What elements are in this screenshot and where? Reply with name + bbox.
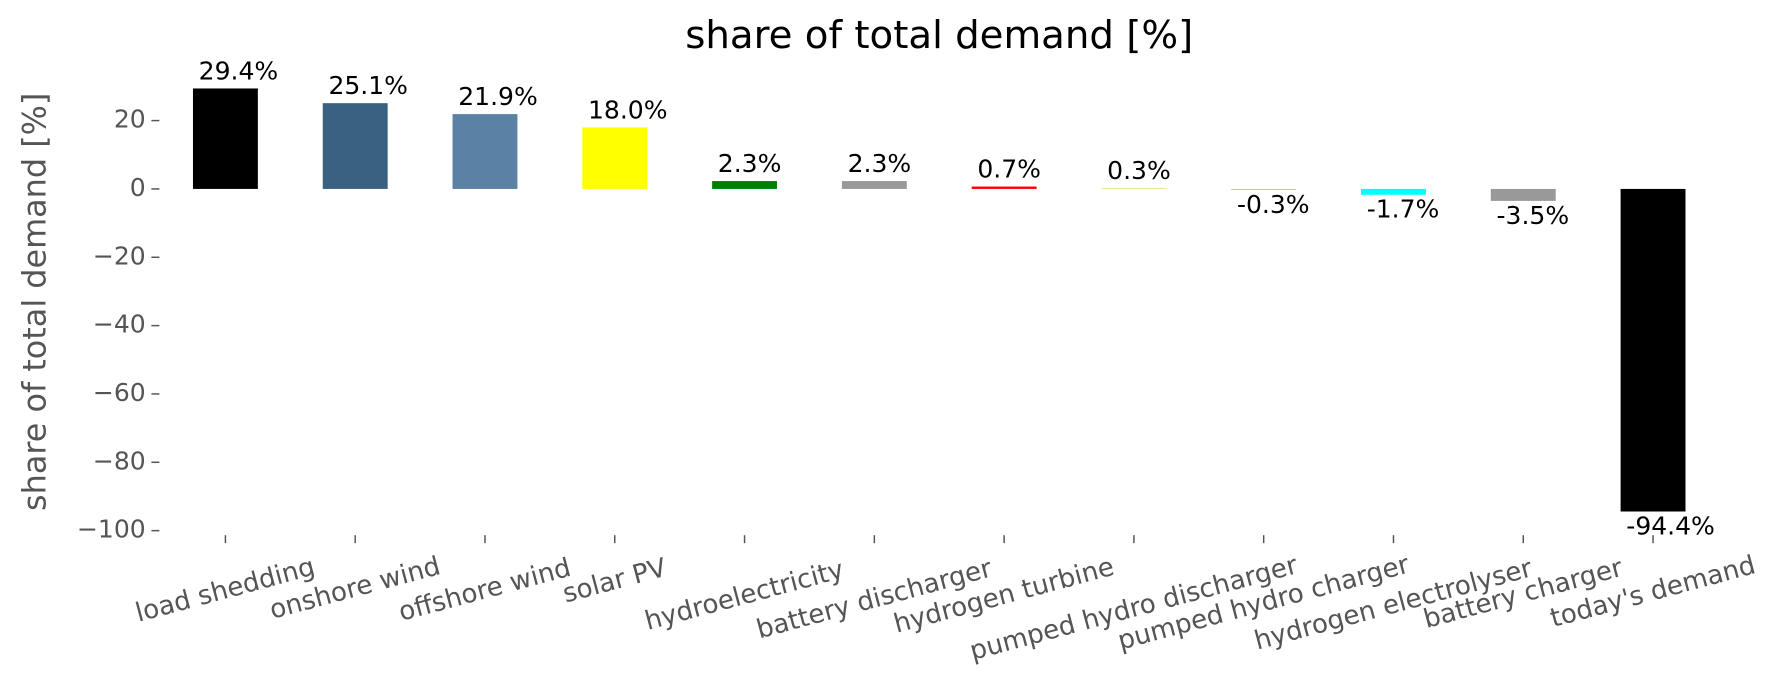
y-tick-label: −40 bbox=[93, 310, 146, 339]
bar bbox=[1361, 188, 1426, 195]
value-label: 29.4% bbox=[199, 57, 279, 86]
x-tick-label: solar PV bbox=[560, 553, 670, 609]
value-label: 21.9% bbox=[458, 82, 538, 111]
bar bbox=[322, 103, 388, 189]
y-tick-label: −60 bbox=[93, 378, 146, 407]
bar bbox=[841, 181, 907, 189]
value-label: 25.1% bbox=[328, 71, 408, 100]
y-tick-label: −80 bbox=[93, 446, 146, 475]
y-tick-label: −20 bbox=[93, 241, 146, 270]
y-tick-label: 0 bbox=[130, 173, 146, 202]
value-label: 0.3% bbox=[1107, 156, 1171, 185]
y-tick-label: 20 bbox=[114, 105, 146, 134]
y-axis-label: share of total demand [%] bbox=[15, 93, 53, 511]
bar bbox=[1231, 188, 1297, 190]
value-label: -0.3% bbox=[1237, 190, 1310, 219]
bar bbox=[1490, 188, 1556, 201]
bar bbox=[582, 127, 648, 189]
bar bbox=[1101, 187, 1167, 189]
value-label: -1.7% bbox=[1367, 195, 1440, 224]
value-label: 0.7% bbox=[977, 155, 1041, 184]
value-label: 2.3% bbox=[848, 149, 912, 178]
value-label: 2.3% bbox=[718, 149, 782, 178]
bar bbox=[971, 186, 1037, 189]
chart-title: share of total demand [%] bbox=[685, 13, 1193, 58]
bar bbox=[192, 88, 258, 189]
bar bbox=[712, 181, 777, 189]
bar bbox=[452, 114, 518, 189]
value-label: -94.4% bbox=[1626, 511, 1715, 540]
y-tick-label: −100 bbox=[77, 515, 146, 544]
value-label: -3.5% bbox=[1497, 201, 1570, 230]
value-label: 18.0% bbox=[588, 95, 668, 124]
bar bbox=[1620, 188, 1686, 512]
